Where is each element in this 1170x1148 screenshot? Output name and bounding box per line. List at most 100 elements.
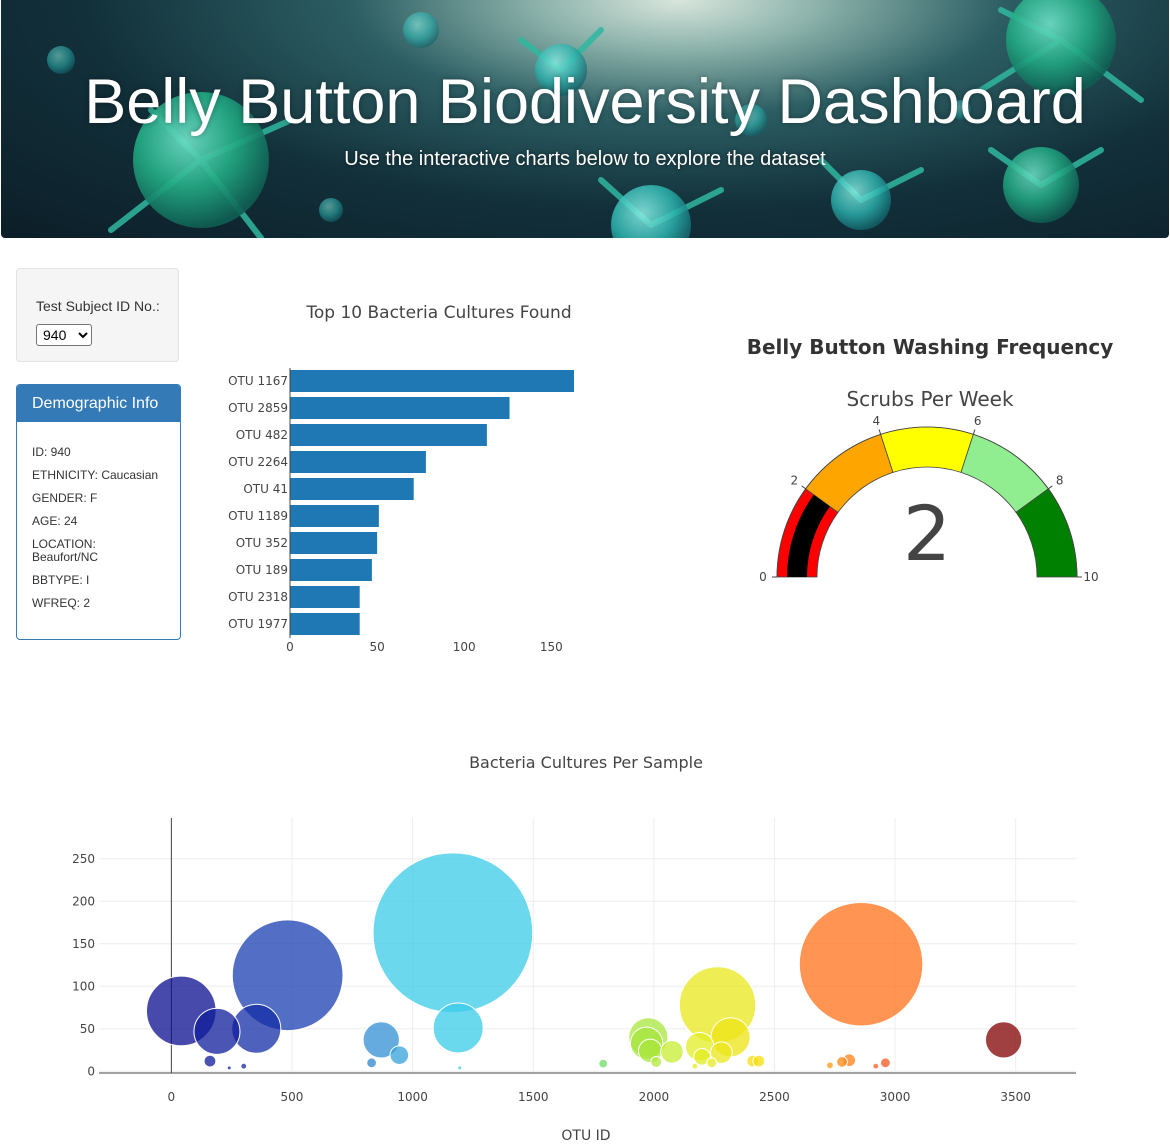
bubble bbox=[836, 1056, 848, 1068]
bar-x-tick-label: 50 bbox=[369, 640, 384, 654]
bar-category-label: OTU 2318 bbox=[228, 590, 288, 604]
demo-bbtype: BBTYPE: I bbox=[32, 573, 90, 587]
bubble bbox=[231, 919, 344, 1032]
bubble-y-tick-label: 200 bbox=[72, 894, 95, 908]
bar-x-tick-label: 0 bbox=[286, 640, 294, 654]
gauge-value-bar bbox=[787, 494, 830, 577]
bubble-y-tick-label: 150 bbox=[72, 937, 95, 951]
bubble-x-tick-label: 3500 bbox=[1000, 1090, 1031, 1104]
bubble-x-tick-label: 2500 bbox=[759, 1090, 790, 1104]
gauge-outline bbox=[776, 426, 1078, 578]
gauge-tick-label: 2 bbox=[791, 474, 799, 488]
page-title: Belly Button Biodiversity Dashboard bbox=[84, 67, 1086, 137]
bubble-y-tick-label: 100 bbox=[72, 979, 95, 993]
gauge-tick-label: 4 bbox=[873, 414, 881, 428]
bar-category-label: OTU 352 bbox=[236, 536, 288, 550]
bar-x-tick-label: 150 bbox=[540, 640, 563, 654]
bubble bbox=[706, 1057, 718, 1069]
gauge-tick-label: 6 bbox=[974, 414, 982, 428]
bubble bbox=[389, 1045, 410, 1065]
bar-category-label: OTU 2264 bbox=[228, 455, 288, 469]
bar-category-label: OTU 482 bbox=[236, 428, 288, 442]
gauge-tick-label: 0 bbox=[759, 570, 767, 584]
bar bbox=[290, 559, 372, 581]
bubble-y-tick-label: 50 bbox=[80, 1022, 95, 1036]
bubble bbox=[660, 1039, 684, 1064]
bar bbox=[290, 424, 487, 446]
bubble bbox=[798, 901, 924, 1027]
bubble-y-tick-label: 250 bbox=[72, 852, 95, 866]
bubble bbox=[826, 1061, 834, 1070]
demo-location: LOCATION: Beaufort/NC bbox=[32, 537, 99, 564]
gauge-tick bbox=[801, 485, 806, 490]
bubble-x-tick-label: 2000 bbox=[639, 1090, 670, 1104]
bubble bbox=[457, 1065, 463, 1071]
gauge-subtitle: Scrubs Per Week bbox=[846, 387, 1014, 411]
bubble bbox=[984, 1021, 1023, 1059]
top10-bar-chart: Top 10 Bacteria Cultures Found OTU 1167 O… bbox=[228, 303, 574, 654]
bar bbox=[290, 505, 379, 527]
demo-ethnicity: ETHNICITY: Caucasian bbox=[32, 468, 159, 482]
bubble bbox=[362, 1021, 400, 1059]
bubble-x-tick-label: 0 bbox=[168, 1090, 176, 1104]
bar bbox=[290, 397, 510, 419]
bubble bbox=[752, 1054, 766, 1068]
bubble-y-tick-label: 0 bbox=[87, 1064, 95, 1078]
bubble bbox=[710, 1041, 733, 1064]
demo-wfreq: WFREQ: 2 bbox=[32, 596, 91, 610]
bar-category-label: OTU 1189 bbox=[228, 509, 288, 523]
subject-id-select[interactable]: 940 bbox=[36, 324, 92, 346]
bubble bbox=[240, 1062, 248, 1070]
bar bbox=[290, 613, 360, 635]
gauge-title: Belly Button Washing Frequency bbox=[746, 335, 1114, 359]
bar-category-label: OTU 1977 bbox=[228, 617, 288, 631]
demo-age: AGE: 24 bbox=[32, 514, 78, 528]
bar-x-tick-label: 100 bbox=[453, 640, 476, 654]
bubble bbox=[650, 1056, 663, 1068]
bubble bbox=[872, 1062, 880, 1070]
bubble bbox=[226, 1065, 232, 1071]
bubble bbox=[432, 1002, 484, 1054]
gauge-band bbox=[880, 426, 974, 473]
gauge-tick bbox=[1048, 485, 1053, 490]
bar bbox=[290, 478, 414, 500]
gauge-tick bbox=[972, 429, 976, 435]
subject-selector-panel: Test Subject ID No.: 940 bbox=[16, 268, 179, 362]
demographic-info-panel: Demographic Info ID: 940 ETHNICITY: Cauc… bbox=[16, 384, 181, 640]
demo-gender: GENDER: F bbox=[32, 491, 98, 505]
bubble-chart: Bacteria Cultures Per Sample 0 500 1000 150… bbox=[72, 753, 1076, 1144]
bubble bbox=[880, 1057, 891, 1069]
header-banner: Belly Button Biodiversity Dashboard Use … bbox=[1, 0, 1169, 238]
bubble bbox=[693, 1048, 711, 1066]
bubble-x-tick-label: 500 bbox=[281, 1090, 304, 1104]
bar bbox=[290, 451, 426, 473]
demo-id: ID: 940 bbox=[32, 445, 71, 459]
bubble-x-tick-label: 1500 bbox=[518, 1090, 549, 1104]
bubble-x-tick-label: 3000 bbox=[880, 1090, 911, 1104]
bubble-x-axis-label: OTU ID bbox=[561, 1128, 610, 1144]
bar-category-label: OTU 1167 bbox=[228, 374, 288, 388]
bubble bbox=[193, 1007, 241, 1055]
bar bbox=[290, 370, 574, 392]
page-subtitle: Use the interactive charts below to expl… bbox=[344, 148, 826, 170]
bar bbox=[290, 532, 378, 554]
gauge-tick bbox=[878, 429, 882, 435]
demographic-info-heading: Demographic Info bbox=[17, 385, 180, 422]
bubble-chart-title: Bacteria Cultures Per Sample bbox=[469, 753, 703, 772]
bar-category-label: OTU 2859 bbox=[228, 401, 288, 415]
gauge-tick-label: 10 bbox=[1083, 570, 1098, 584]
bar-chart-title: Top 10 Bacteria Cultures Found bbox=[305, 303, 571, 323]
gauge-tick-label: 8 bbox=[1056, 474, 1064, 488]
bacteria-background-image bbox=[47, 0, 1144, 238]
bar-category-label: OTU 41 bbox=[243, 482, 288, 496]
subject-id-label: Test Subject ID No.: bbox=[36, 298, 160, 314]
gauge-value: 2 bbox=[903, 489, 951, 578]
bar bbox=[290, 586, 360, 608]
bubble bbox=[691, 1062, 699, 1070]
bubble bbox=[203, 1054, 217, 1068]
bubble bbox=[598, 1058, 609, 1069]
demographic-info-body: ID: 940 ETHNICITY: Caucasian GENDER: F A… bbox=[17, 422, 180, 610]
bubble bbox=[372, 852, 534, 1014]
bubble bbox=[366, 1057, 377, 1069]
bubble-x-tick-label: 1000 bbox=[397, 1090, 428, 1104]
